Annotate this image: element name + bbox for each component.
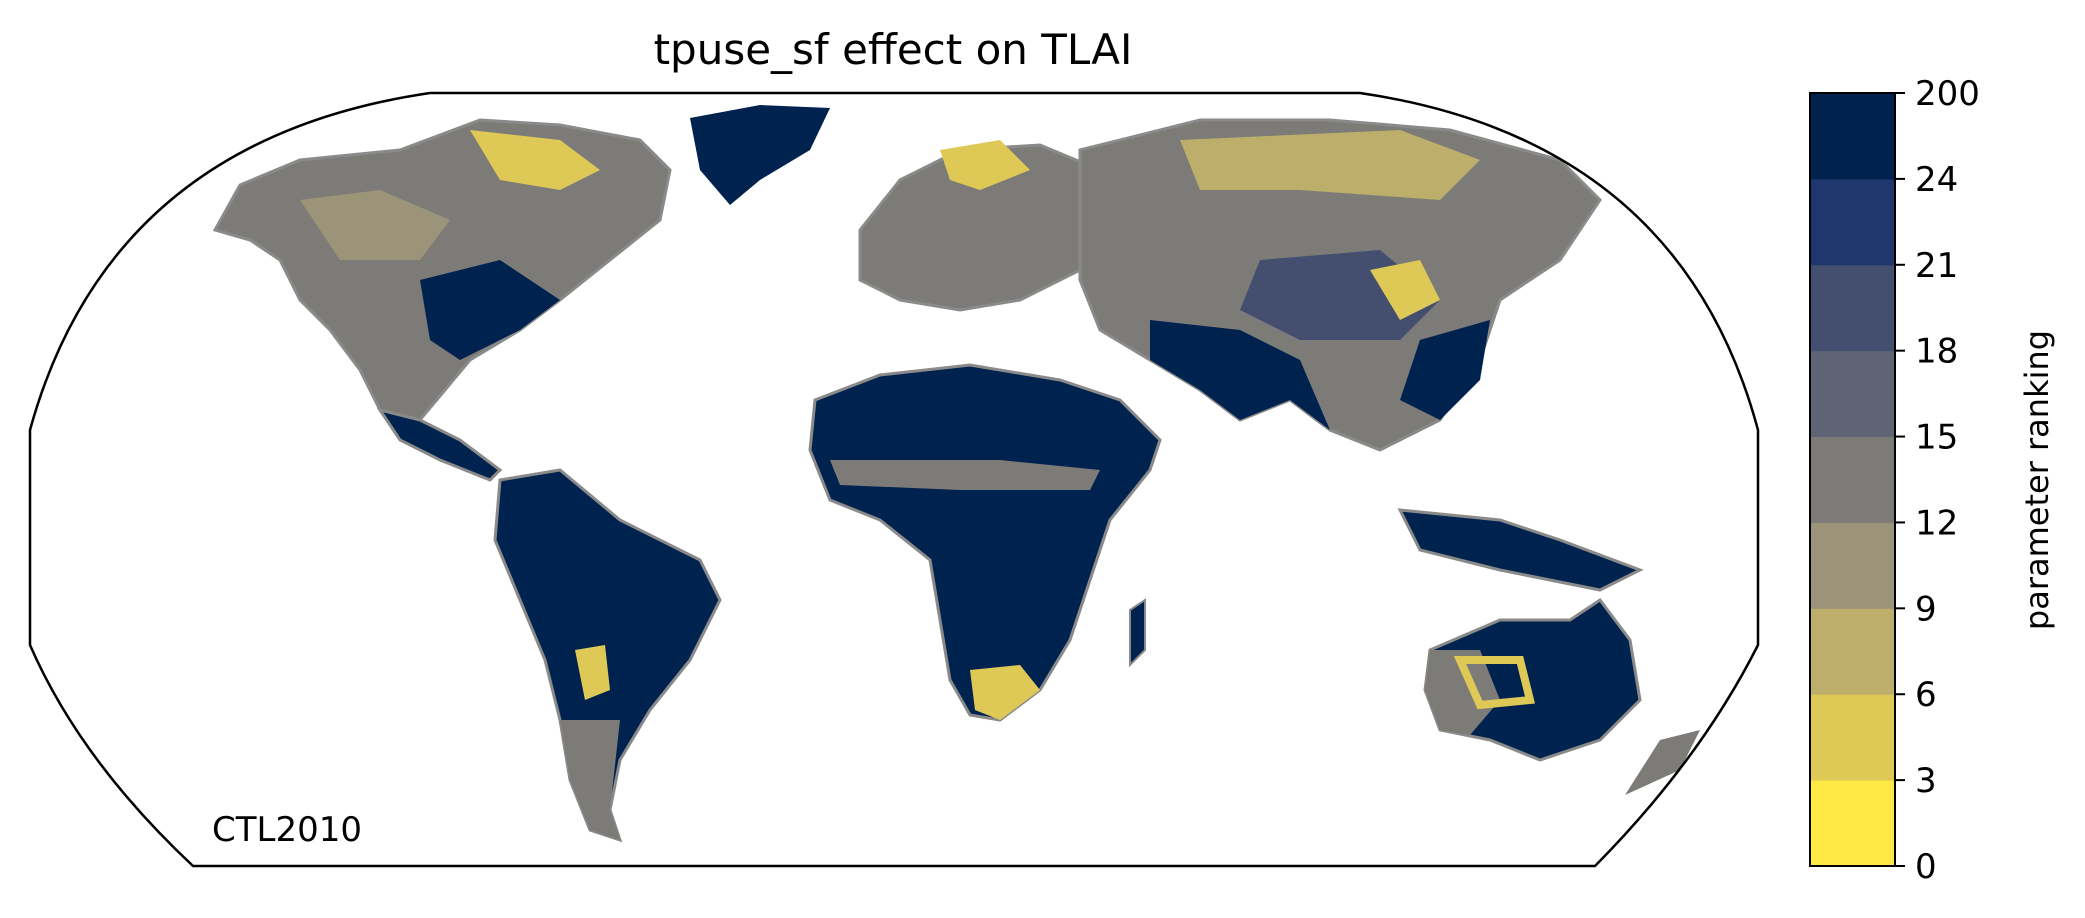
north-america-east (420, 260, 560, 360)
australia-west (1425, 650, 1500, 735)
land-layer (212, 105, 1700, 843)
colorbar-segment (1810, 522, 1895, 609)
colorbar-tick-label: 15 (1915, 418, 1958, 458)
asia-east-navy (1400, 320, 1490, 420)
colorbar-tick-label: 6 (1915, 675, 1937, 715)
africa (808, 363, 1162, 722)
europe-north-yellow (940, 140, 1030, 190)
south-america-south (560, 720, 620, 840)
asia-yellow-patch (1370, 260, 1440, 320)
colorbar-frame (1809, 92, 1896, 867)
north-america-north-yellow (470, 130, 600, 190)
se-asia-islands (1397, 508, 1644, 592)
colorbar-tick-label: 0 (1915, 847, 1937, 887)
colorbar-tick-label: 18 (1915, 332, 1958, 372)
north-america (212, 118, 672, 422)
map-boundary (28, 91, 1760, 868)
africa-sahel-band (830, 460, 1100, 490)
colorbar-segment (1810, 694, 1895, 781)
colorbar-tick-label: 12 (1915, 503, 1958, 543)
colorbar-segment (1810, 93, 1895, 180)
colorbar-segment (1810, 780, 1895, 867)
north-america-mid (300, 190, 450, 260)
colorbar-tick-label: 3 (1915, 761, 1937, 801)
colorbar-tick-label: 200 (1915, 74, 1980, 114)
greenland (690, 105, 830, 205)
central-america (376, 407, 503, 482)
madagascar (1129, 598, 1146, 668)
colorbar-tick-label: 24 (1915, 160, 1958, 200)
south-america-yellow-patch (575, 645, 610, 700)
run-label: CTL2010 (212, 810, 362, 850)
colorbar-tick-label: 21 (1915, 246, 1958, 286)
asia-south-navy (1150, 320, 1330, 430)
colorbar-tick-label: 9 (1915, 589, 1937, 629)
colorbar: 0 3 6 9 12 15 18 21 24 200 (1809, 74, 1980, 887)
colorbar-segment (1810, 178, 1895, 266)
colorbar-label: parameter ranking (2018, 330, 2056, 630)
colorbar-segment (1810, 436, 1895, 523)
colorbar-segment (1810, 264, 1895, 352)
africa-south-yellow (970, 665, 1040, 720)
asia-north-beige (1180, 130, 1480, 200)
colorbar-segment (1810, 608, 1895, 695)
australia-yellow-ring (1453, 656, 1536, 710)
new-zealand (1625, 730, 1700, 795)
colorbar-segment (1810, 350, 1895, 438)
map-title: tpuse_sf effect on TLAI (654, 25, 1133, 74)
